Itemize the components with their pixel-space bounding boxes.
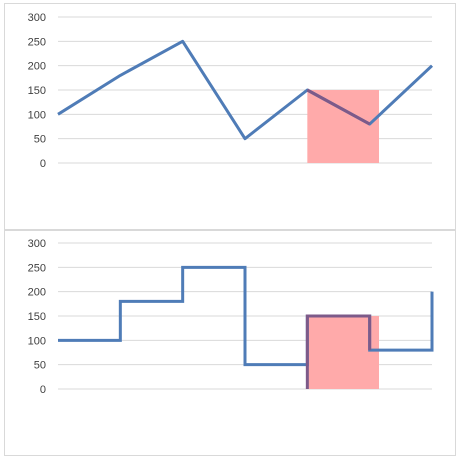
y-tick-label: 50	[34, 134, 46, 146]
highlight-region	[307, 316, 379, 389]
bottom-chart-panel: 0 50 100 150 200 250 300	[4, 230, 456, 456]
step-line-chart: 0 50 100 150 200 250 300	[28, 238, 434, 396]
highlighted-segment	[305, 314, 372, 389]
y-tick-label: 250	[28, 36, 46, 48]
highlight-region	[307, 90, 379, 163]
y-tick-label: 250	[28, 262, 46, 274]
highlighted-segment	[306, 88, 371, 126]
y-tick-label: 150	[28, 85, 46, 97]
y-tick-label: 300	[28, 238, 46, 250]
y-tick-label: 100	[28, 109, 46, 121]
y-tick-label: 300	[28, 12, 46, 24]
y-tick-label: 200	[28, 61, 46, 73]
series-line	[57, 39, 434, 141]
y-tick-label: 50	[34, 360, 46, 372]
line-chart: 0 50 100 150 200 250 300	[28, 12, 434, 170]
top-chart-panel: 0 50 100 150 200 250 300	[4, 3, 456, 230]
y-tick-label: 150	[28, 311, 46, 323]
y-tick-label: 100	[28, 335, 46, 347]
series-line	[58, 265, 434, 367]
y-tick-label: 200	[28, 287, 46, 299]
y-tick-label: 0	[40, 384, 46, 396]
y-tick-label: 0	[40, 158, 46, 170]
